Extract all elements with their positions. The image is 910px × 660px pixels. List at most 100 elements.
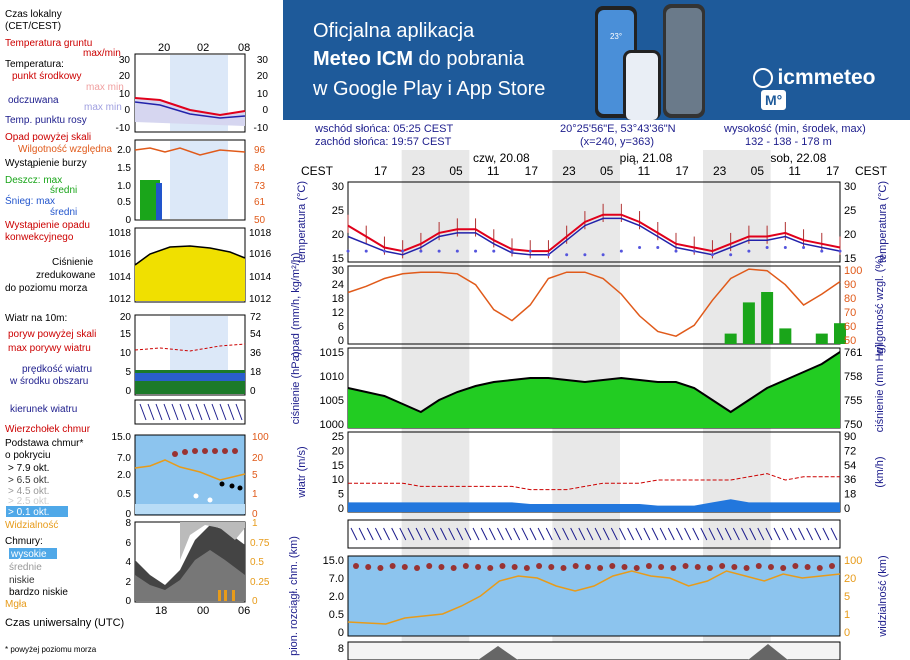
legend-press-tick: 1016 — [109, 249, 132, 260]
visibility-tick: 100 — [844, 555, 862, 567]
wind-direction-arrow — [822, 527, 830, 541]
legend-press-tick-r: 1014 — [249, 272, 272, 283]
temperature-axis-label-right: temperatura (°C) — [877, 181, 889, 263]
hour-label: 11 — [638, 164, 651, 178]
wind-tick: 0 — [338, 503, 344, 515]
logo-text: icmmeteo — [777, 66, 876, 89]
app-banner[interactable]: Oficjalna aplikacja Meteo ICM do pobrani… — [283, 0, 910, 120]
legend-visibility-line — [134, 459, 246, 481]
precip-axis-label: opad (mm/h, kg/m²/h) — [290, 252, 302, 357]
cloud-cover-tick: 8 — [338, 643, 344, 655]
legend-wind-tick: 10 — [120, 348, 132, 359]
legend-temp-tick: 10 — [119, 89, 131, 100]
wind-tick: 15 — [332, 460, 344, 472]
cloud-top-dot — [829, 563, 835, 569]
legend-cc-tick: 4 — [125, 557, 131, 568]
dew-point-dot — [765, 245, 769, 249]
wind-direction-arrow — [700, 527, 708, 541]
wind-kmh-tick: 0 — [844, 503, 850, 515]
precip-tick: 30 — [332, 265, 344, 277]
legend-cc-tick-r: 0 — [252, 596, 258, 607]
cloud-top-dot — [743, 565, 750, 571]
wind-direction-arrow — [537, 527, 545, 541]
wind-direction-arrow — [399, 527, 407, 541]
legend-vis-tick: 5 — [252, 470, 258, 481]
cloud-top-dot — [560, 565, 567, 571]
cloud-cover-panel — [347, 641, 841, 660]
wind-direction-arrow — [521, 527, 529, 541]
cloud-top-dot — [633, 565, 640, 571]
rain-bar — [779, 328, 792, 344]
wind-direction-arrow — [529, 527, 537, 541]
wind-direction-arrow — [350, 527, 358, 541]
wind-direction-arrow — [488, 527, 496, 541]
legend-gust-over: poryw powyżej skali — [8, 329, 96, 340]
dew-point-dot — [747, 249, 751, 253]
legend-cloud-tick: 7.0 — [117, 453, 131, 464]
phone-mockup-2 — [623, 50, 661, 120]
hour-label: 17 — [675, 164, 689, 178]
legend-vis-tick: 0 — [252, 509, 258, 520]
wind-direction-arrow — [407, 527, 415, 541]
legend-rain-bar — [140, 180, 160, 220]
banner-line-3: w Google Play i App Store — [313, 78, 546, 100]
wind-direction-arrow — [570, 527, 578, 541]
wind-direction-arrow — [765, 527, 773, 541]
cloud-top-dot — [706, 565, 713, 571]
legend-vis-tick: 100 — [252, 432, 269, 443]
pressure-tick: 1015 — [320, 347, 344, 359]
wind-direction-arrow — [448, 527, 456, 541]
pressure-tick: 1010 — [320, 371, 344, 383]
cloud-top-dot — [755, 563, 762, 569]
dew-point-dot — [783, 245, 787, 249]
wind-direction-arrow — [749, 527, 757, 541]
cloud-top-dot — [377, 565, 384, 571]
legend-temp-tick-r: 10 — [257, 89, 269, 100]
wind-direction-arrow — [374, 527, 382, 541]
dew-point-dot — [656, 245, 660, 249]
wind-direction-arrow — [716, 527, 724, 541]
precip-tick: 18 — [332, 293, 344, 305]
cloud-axis-label: pion. rozciągł. chm. (km) — [288, 536, 300, 656]
height-values: 132 - 138 - 178 m — [745, 136, 832, 148]
dew-point-dot — [382, 249, 386, 253]
wind-direction-arrow — [456, 527, 464, 541]
legend-okt-25: > 2.5 okt. — [8, 496, 49, 507]
cloud-tick: 2.0 — [329, 591, 344, 603]
wind-direction-arrow — [814, 527, 822, 541]
wind-direction-arrow — [505, 527, 513, 541]
dew-point-dot — [638, 245, 642, 249]
dew-point-dot — [674, 249, 678, 253]
hour-label: 11 — [788, 164, 801, 178]
legend-ground-temp-sub: max/min — [83, 48, 121, 59]
wind-direction-arrow — [724, 527, 732, 541]
precip-tick: 0 — [338, 335, 344, 347]
legend-cc-tick-r: 0.25 — [250, 577, 270, 588]
dew-point-dot — [437, 249, 441, 253]
legend-wind-center: w środku obszaru — [9, 376, 88, 387]
legend-visibility: Widzialność — [5, 520, 58, 531]
wind-tick: 10 — [332, 474, 344, 486]
cloud-top-dot — [511, 564, 518, 570]
cloud-top-dot — [682, 563, 689, 569]
legend-bottom-hour-1: 18 — [155, 605, 167, 617]
wind-tick: 5 — [338, 489, 344, 501]
tz-label-right: CEST — [855, 164, 888, 178]
legend-press-tick-r: 1012 — [249, 294, 272, 305]
wind-direction-arrow — [643, 527, 651, 541]
wind-direction-arrow — [391, 527, 399, 541]
legend-top-hour-1: 20 — [158, 42, 170, 54]
legend-cloud-tick: 2.0 — [117, 470, 131, 481]
rain-bar — [724, 333, 737, 344]
cloud-cover-shape — [748, 644, 788, 660]
wind-direction-arrow — [635, 527, 643, 541]
dew-point-dot — [346, 249, 350, 253]
cloud-top-dot — [621, 564, 628, 570]
wind-direction-panel — [347, 519, 841, 549]
temp-tick-right: 15 — [844, 253, 856, 265]
dew-point-dot — [692, 249, 696, 253]
legend-cc-tick-r: 0.5 — [250, 557, 264, 568]
cloud-tick: 15.0 — [323, 555, 344, 567]
logo-icon — [753, 68, 773, 88]
grid-text: (x=240, y=363) — [580, 136, 654, 148]
